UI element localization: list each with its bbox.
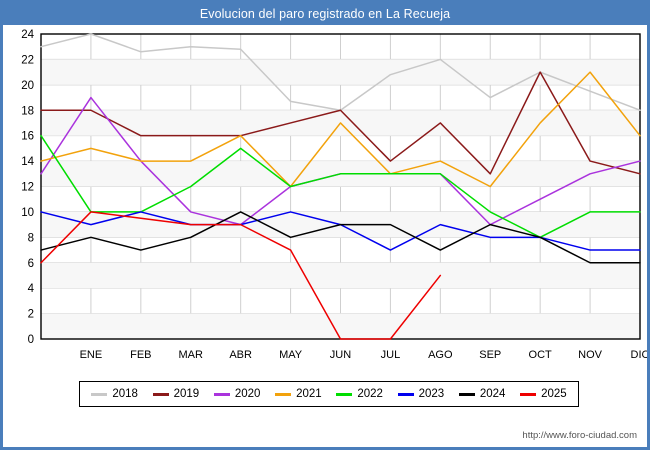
legend-swatch-2024 xyxy=(458,392,475,396)
legend-item-2023[interactable]: 2023 xyxy=(397,388,445,400)
legend-item-2022[interactable]: 2022 xyxy=(336,388,383,400)
x-tick-JUN: JUN xyxy=(330,349,351,361)
legend-label: 2020 xyxy=(234,388,261,400)
legend-item-2018[interactable]: 2018 xyxy=(91,388,138,400)
legend-swatch-2025 xyxy=(520,392,537,396)
y-tick-2: 2 xyxy=(28,309,34,321)
y-tick-12: 12 xyxy=(21,182,34,194)
legend-item-2021[interactable]: 2021 xyxy=(275,388,322,400)
series-line-2019 xyxy=(40,71,641,175)
y-tick-6: 6 xyxy=(28,258,34,270)
x-tick-DIC: DIC xyxy=(631,349,647,361)
page-title: Evolucion del paro registrado en La Recu… xyxy=(199,7,451,21)
series-line-2024 xyxy=(40,211,641,264)
x-tick-ENE: ENE xyxy=(80,349,103,361)
legend-item-2019[interactable]: 2019 xyxy=(152,388,200,400)
legend-swatch-2018 xyxy=(91,392,108,396)
x-tick-ABR: ABR xyxy=(229,349,252,361)
x-axis-tick-labels: ENE FEB MAR ABR MAY JUN JUL AGO SEP OCT NOV DIC xyxy=(80,349,647,361)
data-series-layer xyxy=(40,33,641,340)
legend-swatch-2023 xyxy=(397,392,414,396)
legend-label: 2023 xyxy=(418,388,445,400)
window-title-bar: Evolucion del paro registrado en La Recu… xyxy=(3,3,647,25)
y-tick-16: 16 xyxy=(21,131,34,143)
chart-bands xyxy=(41,59,640,339)
legend-label: 2024 xyxy=(479,388,506,400)
y-tick-14: 14 xyxy=(21,156,34,168)
legend-label: 2022 xyxy=(357,388,383,400)
legend-item-2024[interactable]: 2024 xyxy=(458,388,506,400)
x-tick-OCT: OCT xyxy=(529,349,553,361)
source-url: http://www.foro-ciudad.com xyxy=(522,430,637,441)
x-tick-JUL: JUL xyxy=(381,349,401,361)
legend-label: 2019 xyxy=(173,388,200,400)
chart-legend: 2018 2019 2020 2021 2022 2023 2024 2025 xyxy=(79,381,579,407)
y-tick-8: 8 xyxy=(28,232,34,244)
legend-label: 2018 xyxy=(112,388,138,400)
legend-label: 2021 xyxy=(296,388,322,400)
legend-swatch-2020 xyxy=(213,392,230,396)
series-line-2021 xyxy=(40,71,641,188)
y-tick-4: 4 xyxy=(28,283,35,295)
x-tick-MAR: MAR xyxy=(179,349,204,361)
series-line-2025 xyxy=(40,211,442,340)
x-tick-NOV: NOV xyxy=(578,349,603,361)
legend-swatch-2021 xyxy=(275,392,292,396)
x-tick-SEP: SEP xyxy=(479,349,501,361)
legend-item-2025[interactable]: 2025 xyxy=(520,388,567,400)
line-chart: 0 2 4 6 8 10 12 14 16 18 20 22 24 ENE FEB MAR ABR MAY JUN… xyxy=(3,25,647,365)
y-tick-24: 24 xyxy=(21,29,34,41)
y-tick-0: 0 xyxy=(28,334,34,346)
legend-swatch-2019 xyxy=(152,392,169,396)
y-tick-20: 20 xyxy=(21,80,34,92)
y-tick-22: 22 xyxy=(21,54,34,66)
x-tick-FEB: FEB xyxy=(130,349,151,361)
y-tick-10: 10 xyxy=(21,207,34,219)
legend-label: 2025 xyxy=(541,388,567,400)
x-tick-MAY: MAY xyxy=(279,349,303,361)
legend-item-2020[interactable]: 2020 xyxy=(213,388,261,400)
legend-swatch-2022 xyxy=(336,392,353,396)
y-tick-18: 18 xyxy=(21,105,34,117)
x-tick-AGO: AGO xyxy=(428,349,453,361)
